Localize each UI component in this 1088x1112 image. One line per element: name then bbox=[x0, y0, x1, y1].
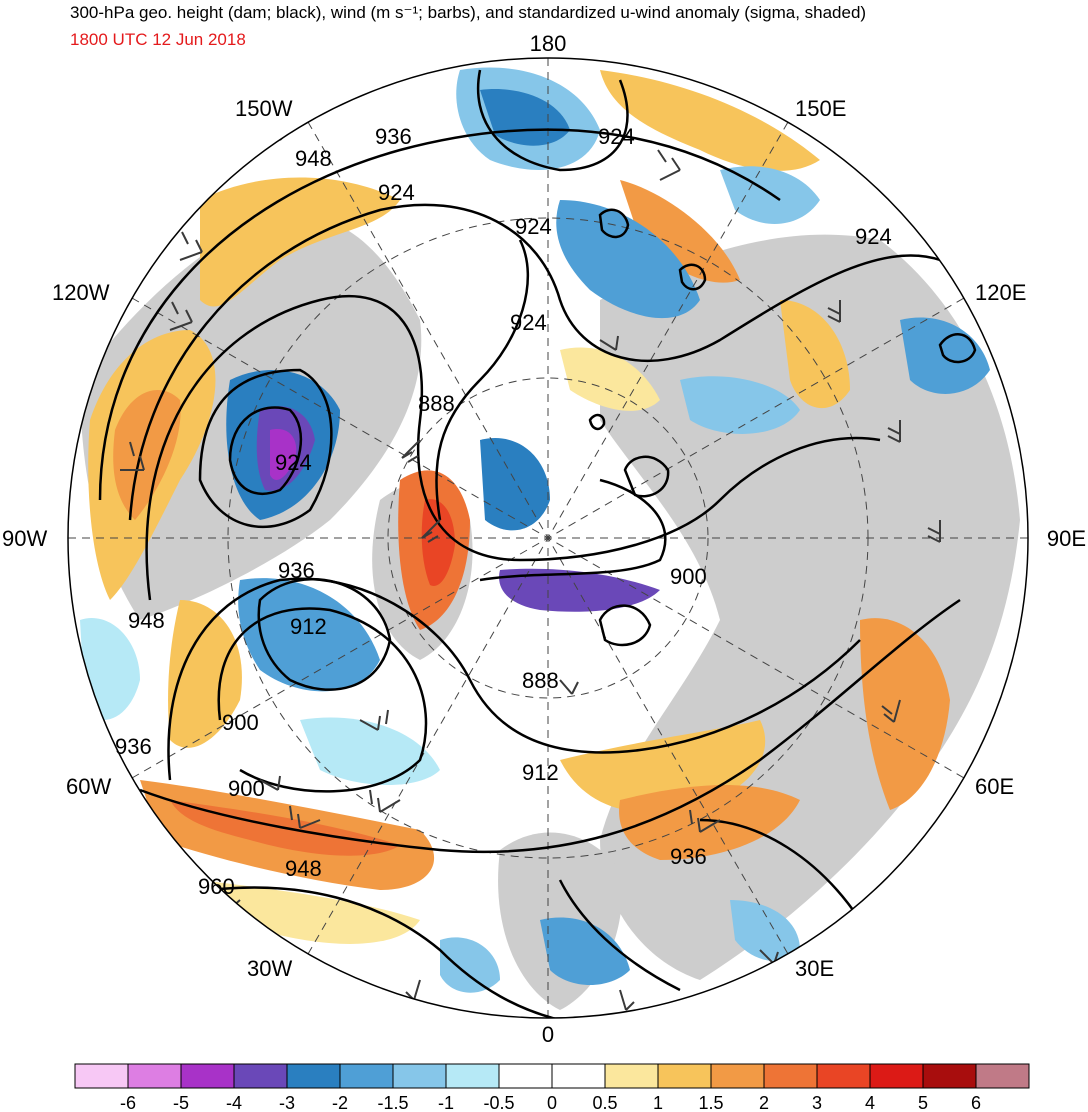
colorbar-tick-label: -1 bbox=[438, 1093, 454, 1112]
contour-label: 888 bbox=[522, 668, 559, 693]
colorbar: -6 -5 -4 -3 -2 -1.5 -1 -0.5 0 0.5 1 1.5 2 3 4 5 6 bbox=[74, 1063, 1030, 1112]
colorbar-swatch bbox=[710, 1063, 765, 1089]
lon-label-60e: 60E bbox=[975, 774, 1014, 799]
lon-label-180: 180 bbox=[530, 31, 567, 56]
colorbar-swatch bbox=[286, 1063, 341, 1089]
contour-label: 900 bbox=[670, 564, 707, 589]
colorbar-tick-label: -6 bbox=[120, 1093, 136, 1112]
lon-label-150w: 150W bbox=[235, 96, 293, 121]
colorbar-tick-label: 3 bbox=[812, 1093, 822, 1112]
colorbar-tick-label: -4 bbox=[226, 1093, 242, 1112]
colorbar-tick-label: 5 bbox=[918, 1093, 928, 1112]
wind-barbs bbox=[120, 117, 941, 1011]
colorbar-tick-label: 2 bbox=[759, 1093, 769, 1112]
lon-label-120e: 120E bbox=[975, 280, 1026, 305]
contour-label: 924 bbox=[275, 450, 312, 475]
contour-label: 924 bbox=[515, 214, 552, 239]
contour-label: 912 bbox=[522, 760, 559, 785]
lon-label-150e: 150E bbox=[795, 96, 846, 121]
colorbar-tick-label: 0.5 bbox=[592, 1093, 617, 1112]
colorbar-tick-label: -3 bbox=[279, 1093, 295, 1112]
colorbar-swatch bbox=[180, 1063, 235, 1089]
colorbar-tick-label: 1.5 bbox=[698, 1093, 723, 1112]
lon-label-30e: 30E bbox=[795, 956, 834, 981]
colorbar-tick-label: -5 bbox=[173, 1093, 189, 1112]
contour-label: 960 bbox=[198, 874, 235, 899]
lon-label-60w: 60W bbox=[66, 774, 111, 799]
colorbar-swatch bbox=[604, 1063, 659, 1089]
graticule bbox=[68, 58, 1028, 1018]
colorbar-swatch bbox=[551, 1063, 606, 1089]
colorbar-swatch bbox=[392, 1063, 447, 1089]
map-disc bbox=[68, 58, 1028, 1018]
lon-label-90w: 90W bbox=[2, 526, 47, 551]
colorbar-swatch bbox=[127, 1063, 182, 1089]
colorbar-swatch bbox=[869, 1063, 924, 1089]
lon-label-30w: 30W bbox=[247, 956, 292, 981]
colorbar-swatch bbox=[498, 1063, 553, 1089]
contour-label: 948 bbox=[128, 608, 165, 633]
map-valid-time: 1800 UTC 12 Jun 2018 bbox=[70, 30, 246, 49]
contour-label: 936 bbox=[375, 124, 412, 149]
colorbar-tick-label: -2 bbox=[332, 1093, 348, 1112]
contour-labels: 936 948 924 924 924 924 924 888 924 936 … bbox=[115, 124, 892, 899]
lon-label-120w: 120W bbox=[52, 280, 110, 305]
colorbar-tick-label: 6 bbox=[971, 1093, 981, 1112]
contour-label: 912 bbox=[290, 614, 327, 639]
colorbar-swatch bbox=[233, 1063, 288, 1089]
contour-label: 900 bbox=[228, 776, 265, 801]
colorbar-tick-label: 0 bbox=[547, 1093, 557, 1112]
lon-label-90e: 90E bbox=[1047, 526, 1086, 551]
colorbar-swatch bbox=[922, 1063, 977, 1089]
contour-label: 900 bbox=[222, 710, 259, 735]
colorbar-swatch bbox=[657, 1063, 712, 1089]
colorbar-tick-label: -1.5 bbox=[377, 1093, 408, 1112]
colorbar-swatch bbox=[975, 1063, 1030, 1089]
colorbar-tick-label: -0.5 bbox=[483, 1093, 514, 1112]
contour-label: 936 bbox=[670, 844, 707, 869]
contour-label: 948 bbox=[285, 856, 322, 881]
colorbar-tick-label: 1 bbox=[653, 1093, 663, 1112]
contour-label: 924 bbox=[510, 310, 547, 335]
map-boundary bbox=[67, 57, 1029, 1019]
colorbar-swatch bbox=[445, 1063, 500, 1089]
contour-label: 924 bbox=[378, 180, 415, 205]
contour-label: 888 bbox=[418, 391, 455, 416]
colorbar-swatch bbox=[74, 1063, 129, 1089]
longitude-labels: 180 0 90W 90E 150W 120W 150E 120E 60W 30… bbox=[2, 31, 1086, 1047]
height-contours bbox=[98, 69, 977, 1018]
colorbar-swatch bbox=[763, 1063, 818, 1089]
contour-label: 936 bbox=[278, 558, 315, 583]
map-title: 300-hPa geo. height (dam; black), wind (… bbox=[70, 3, 867, 22]
colorbar-swatch bbox=[816, 1063, 871, 1089]
colorbar-tick-label: 4 bbox=[865, 1093, 875, 1112]
contour-label: 936 bbox=[115, 734, 152, 759]
contour-label: 924 bbox=[855, 224, 892, 249]
lon-label-0: 0 bbox=[542, 1022, 554, 1047]
colorbar-swatch bbox=[339, 1063, 394, 1089]
contour-label: 924 bbox=[598, 124, 635, 149]
contour-label: 948 bbox=[295, 146, 332, 171]
